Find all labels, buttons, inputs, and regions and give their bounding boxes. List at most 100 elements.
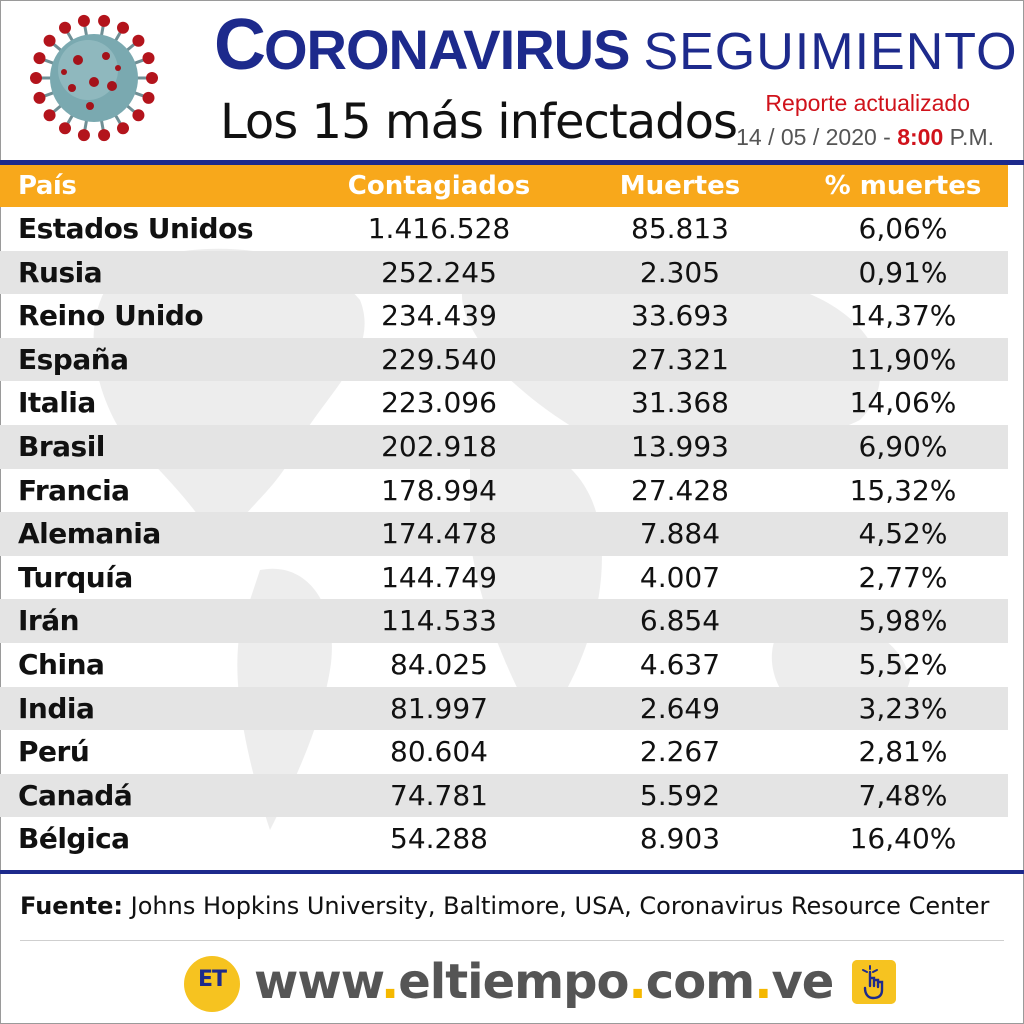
virus-spike-tip xyxy=(142,52,155,65)
cell-deaths: 2.649 xyxy=(639,691,721,725)
virus-spike-tip xyxy=(98,14,111,27)
cell-country: Estados Unidos xyxy=(18,212,253,245)
et-logo-text: ET xyxy=(197,967,227,992)
cell-infected: 223.096 xyxy=(381,386,497,420)
title-seguimiento: SEGUIMIENTO xyxy=(643,23,1018,81)
cell-death-rate: 5,98% xyxy=(858,604,948,638)
cell-infected: 178.994 xyxy=(381,473,497,507)
title-coronavirus: ORONAVIRUS xyxy=(264,18,630,81)
table-row: China 84.025 4.637 5,52% xyxy=(0,643,1008,687)
report-ampm: P.M. xyxy=(949,124,994,150)
cell-death-rate: 16,40% xyxy=(849,822,957,856)
cell-deaths: 27.428 xyxy=(631,473,729,507)
footer-separator xyxy=(20,940,1004,941)
report-label: Reporte actualizado xyxy=(765,90,970,116)
title-initial: C xyxy=(214,5,266,85)
virus-spike-tip xyxy=(117,21,129,34)
cell-deaths: 2.305 xyxy=(639,255,721,289)
cell-country: España xyxy=(18,342,129,376)
virus-spike-tip xyxy=(77,14,90,27)
website-link[interactable]: www.eltiempo.com.ve xyxy=(254,948,834,1016)
cell-infected: 202.918 xyxy=(381,429,497,463)
cell-infected: 1.416.528 xyxy=(367,212,511,245)
table-row: Italia 223.096 31.368 14,06% xyxy=(0,381,1008,425)
cell-country: Rusia xyxy=(18,255,103,289)
url-part: ve xyxy=(771,954,834,1010)
cell-deaths: 2.267 xyxy=(639,735,721,769)
cell-death-rate: 2,77% xyxy=(858,560,948,594)
cell-deaths: 31.368 xyxy=(631,386,729,420)
cell-country: Irán xyxy=(18,604,80,638)
report-date: 14 / 05 / 2020 - 8:00 P.M. xyxy=(736,124,994,151)
cell-country: India xyxy=(18,691,95,725)
source-line: Fuente: Johns Hopkins University, Baltim… xyxy=(20,892,989,920)
subtitle: Los 15 más infectados xyxy=(220,94,738,150)
virus-spike-tip xyxy=(117,122,129,135)
table-row: Bélgica 54.288 8.903 16,40% xyxy=(0,817,1008,861)
cell-deaths: 4.637 xyxy=(639,647,721,681)
cell-death-rate: 6,06% xyxy=(858,212,948,245)
cell-country: Perú xyxy=(18,735,90,769)
cell-death-rate: 3,23% xyxy=(858,691,948,725)
cell-country: Bélgica xyxy=(18,822,130,856)
table-row: Rusia 252.245 2.305 0,91% xyxy=(0,250,1008,295)
report-time: 8:00 xyxy=(897,124,944,150)
cell-infected: 234.439 xyxy=(381,299,497,333)
table-header: País Contagiados Muertes % muertes xyxy=(0,165,1008,207)
report-date-text: 14 / 05 / 2020 - xyxy=(736,124,891,150)
url-part: eltiempo xyxy=(398,954,629,1010)
url-part: www xyxy=(254,954,382,1010)
url-dot: . xyxy=(628,954,647,1010)
cell-infected: 54.288 xyxy=(390,822,488,856)
cell-infected: 74.781 xyxy=(390,778,488,812)
header-divider xyxy=(0,160,1024,165)
table-row: Alemania 174.478 7.884 4,52% xyxy=(0,512,1008,556)
virus-spike-tip xyxy=(30,72,42,84)
virus-spike-tip xyxy=(142,91,155,104)
cell-deaths: 5.592 xyxy=(639,778,721,812)
column-header-country: País xyxy=(18,171,77,201)
cell-deaths: 8.903 xyxy=(639,822,721,856)
cell-death-rate: 7,48% xyxy=(858,778,948,812)
cell-death-rate: 6,90% xyxy=(858,429,948,463)
cell-death-rate: 0,91% xyxy=(858,255,948,289)
et-logo xyxy=(184,956,240,1012)
cell-death-rate: 14,37% xyxy=(849,299,957,333)
table-row: Brasil 202.918 13.993 6,90% xyxy=(0,424,1008,469)
cell-deaths: 85.813 xyxy=(631,212,729,245)
url-dot: . xyxy=(754,954,772,1010)
cell-infected: 229.540 xyxy=(381,342,497,376)
hand-click-icon xyxy=(852,960,896,1004)
virus-spike-tip xyxy=(43,109,56,122)
cell-infected: 114.533 xyxy=(381,604,497,638)
cell-country: China xyxy=(18,647,105,681)
cell-death-rate: 4,52% xyxy=(858,517,948,551)
cell-infected: 174.478 xyxy=(381,517,497,551)
virus-spike-tip xyxy=(59,21,71,34)
table-row: Francia 178.994 27.428 15,32% xyxy=(0,469,1008,513)
cell-infected: 84.025 xyxy=(390,647,488,681)
coronavirus-illustration xyxy=(30,14,158,142)
table-row: Reino Unido 234.439 33.693 14,37% xyxy=(0,294,1008,338)
cell-country: Alemania xyxy=(18,517,161,551)
cell-death-rate: 5,52% xyxy=(858,647,948,681)
column-header-deaths: Muertes xyxy=(619,171,741,201)
footer-divider xyxy=(0,870,1024,874)
source-text: Johns Hopkins University, Baltimore, USA… xyxy=(130,892,990,920)
cell-deaths: 13.993 xyxy=(631,429,729,463)
column-header-infected: Contagiados xyxy=(347,171,531,201)
cell-infected: 80.604 xyxy=(390,735,488,769)
cell-country: Brasil xyxy=(18,429,105,463)
cell-death-rate: 2,81% xyxy=(858,735,948,769)
cell-deaths: 33.693 xyxy=(631,299,729,333)
cell-death-rate: 14,06% xyxy=(849,386,957,420)
virus-spike-tip xyxy=(43,34,56,47)
cell-country: Francia xyxy=(18,473,130,507)
data-table: País Contagiados Muertes % muertes Estad… xyxy=(0,165,1008,861)
cell-country: Canadá xyxy=(18,778,133,812)
table-row: Irán 114.533 6.854 5,98% xyxy=(0,599,1008,643)
table-row: Estados Unidos 1.416.528 85.813 6,06% xyxy=(0,207,1008,251)
source-label: Fuente: xyxy=(20,892,123,920)
virus-spike-tip xyxy=(132,34,145,47)
column-header-death-rate: % muertes xyxy=(824,171,982,201)
